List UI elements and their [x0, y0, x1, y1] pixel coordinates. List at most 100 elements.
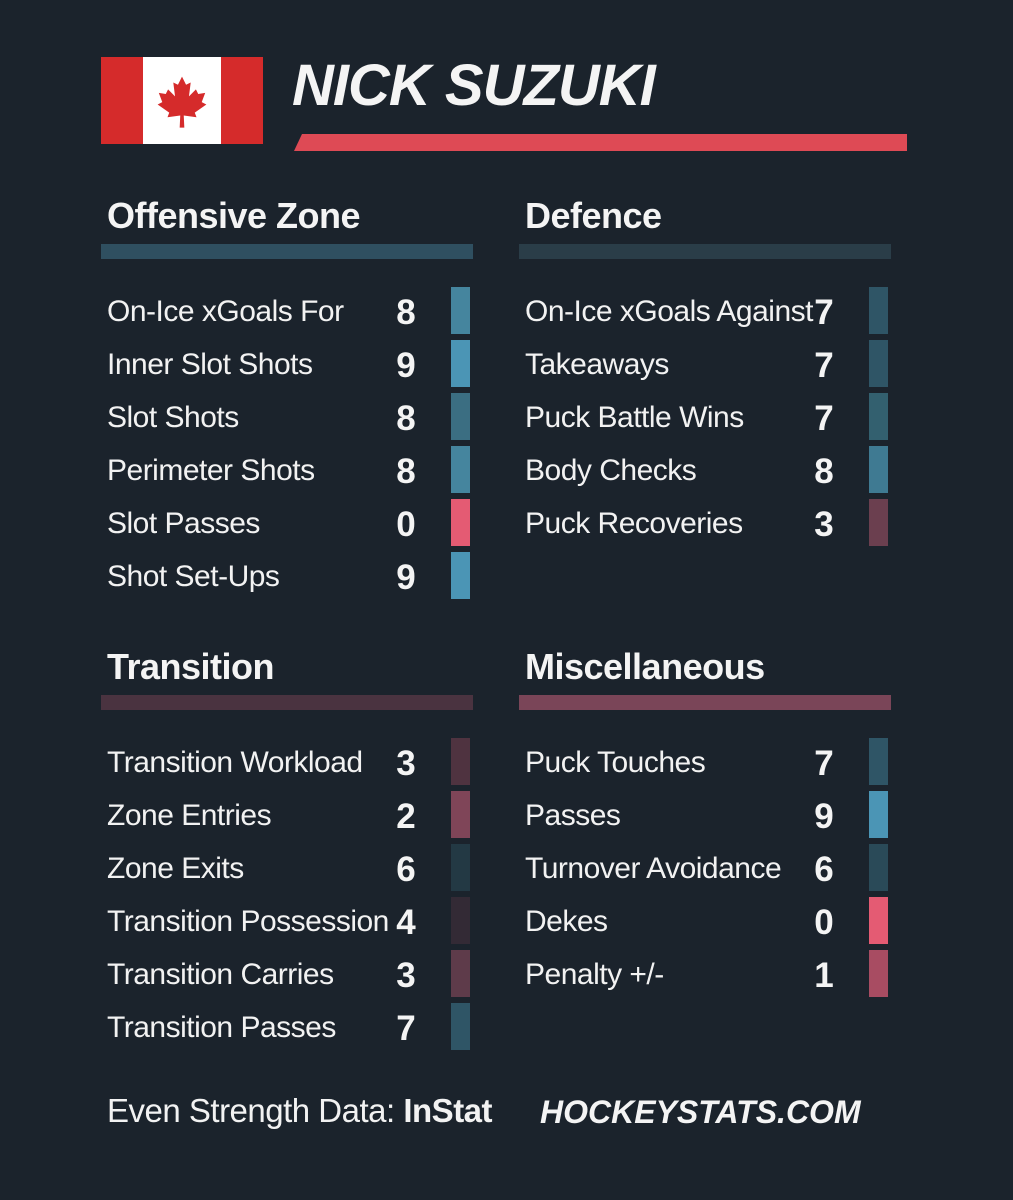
rating-swatch [869, 340, 888, 387]
stat-value: 3 [396, 956, 416, 995]
stat-row: On-Ice xGoals For 8 [101, 287, 473, 340]
stat-row: Shot Set-Ups 9 [101, 552, 473, 605]
site-logo-text: HOCKEYSTATS.COM [540, 1094, 861, 1130]
stat-label: Puck Battle Wins [525, 401, 744, 434]
rating-swatch [869, 844, 888, 891]
section-title: Defence [525, 195, 662, 236]
stat-label: Inner Slot Shots [107, 348, 313, 381]
stat-label: Transition Carries [107, 958, 334, 991]
stat-row: Transition Possession 4 [101, 897, 473, 950]
stat-label: Takeaways [525, 348, 669, 381]
stat-value: 3 [814, 505, 834, 544]
stat-value: 8 [814, 452, 834, 491]
data-source-credit: Even Strength Data: InStat [107, 1092, 493, 1130]
stat-value: 9 [396, 346, 416, 385]
stat-label: On-Ice xGoals For [107, 295, 344, 328]
stat-label: Transition Possession [107, 905, 389, 938]
stat-label: Passes [525, 799, 621, 832]
title-underline [294, 134, 907, 151]
stat-value: 9 [814, 797, 834, 836]
stat-row: Body Checks 8 [519, 446, 891, 499]
stat-row: Penalty +/- 1 [519, 950, 891, 1003]
stat-label: Dekes [525, 905, 608, 938]
stat-label: Perimeter Shots [107, 454, 315, 487]
stat-row: Puck Recoveries 3 [519, 499, 891, 552]
rating-swatch [451, 1003, 470, 1050]
stat-list: Puck Touches 7 Passes 9 Turnover Avoidance 6 D… [519, 738, 891, 1003]
stat-label: On-Ice xGoals Against [525, 295, 813, 328]
stat-value: 7 [814, 744, 834, 783]
stat-value: 4 [396, 903, 416, 942]
rating-swatch [451, 791, 470, 838]
defence-section: Defence On-Ice xGoals Against 7 Takeaways 7… [519, 196, 891, 552]
rating-swatch [869, 738, 888, 785]
stat-row: Puck Touches 7 [519, 738, 891, 791]
stat-value: 7 [396, 1009, 416, 1048]
stat-row: Perimeter Shots 8 [101, 446, 473, 499]
stat-row: Zone Exits 6 [101, 844, 473, 897]
rating-swatch [451, 950, 470, 997]
stat-list: On-Ice xGoals For 8 Inner Slot Shots 9 Slot … [101, 287, 473, 605]
stat-row: Slot Passes 0 [101, 499, 473, 552]
section-title: Transition [107, 646, 275, 687]
stat-value: 8 [396, 399, 416, 438]
stat-row: Dekes 0 [519, 897, 891, 950]
stat-label: Transition Passes [107, 1011, 336, 1044]
rating-swatch [869, 446, 888, 493]
rating-swatch [451, 552, 470, 599]
stat-value: 8 [396, 452, 416, 491]
stat-row: Zone Entries 2 [101, 791, 473, 844]
stat-list: Transition Workload 3 Zone Entries 2 Zone Ex… [101, 738, 473, 1056]
stat-row: Turnover Avoidance 6 [519, 844, 891, 897]
rating-swatch [869, 393, 888, 440]
rating-swatch [451, 340, 470, 387]
stat-row: Takeaways 7 [519, 340, 891, 393]
stat-label: Zone Entries [107, 799, 272, 832]
stat-label: Puck Touches [525, 746, 706, 779]
stat-value: 7 [814, 399, 834, 438]
rating-swatch [451, 844, 470, 891]
stat-value: 2 [396, 797, 416, 836]
stat-label: Zone Exits [107, 852, 244, 885]
stat-row: Transition Carries 3 [101, 950, 473, 1003]
rating-swatch [869, 499, 888, 546]
miscellaneous-section: Miscellaneous Puck Touches 7 Passes 9 Turnov… [519, 647, 891, 1003]
stat-row: Transition Workload 3 [101, 738, 473, 791]
stat-value: 7 [814, 346, 834, 385]
stat-label: Body Checks [525, 454, 697, 487]
rating-swatch [451, 287, 470, 334]
data-source-name: InStat [403, 1092, 493, 1129]
section-bar [101, 695, 473, 710]
section-bar [519, 244, 891, 259]
stat-value: 9 [396, 558, 416, 597]
stat-label: Turnover Avoidance [525, 852, 782, 885]
rating-swatch [451, 499, 470, 546]
transition-section: Transition Transition Workload 3 Zone Entr… [101, 647, 473, 1056]
section-title: Offensive Zone [107, 195, 361, 236]
player-name: NICK SUZUKI [292, 53, 656, 118]
section-title: Miscellaneous [525, 646, 765, 687]
stat-value: 0 [396, 505, 416, 544]
stat-row: On-Ice xGoals Against 7 [519, 287, 891, 340]
canada-flag-icon [101, 57, 263, 144]
stat-label: Slot Passes [107, 507, 260, 540]
rating-swatch [451, 738, 470, 785]
stat-label: Puck Recoveries [525, 507, 743, 540]
stat-value: 7 [814, 293, 834, 332]
data-source-label: Even Strength Data: [107, 1092, 395, 1129]
rating-swatch [451, 393, 470, 440]
stat-row: Transition Passes 7 [101, 1003, 473, 1056]
stat-value: 6 [396, 850, 416, 889]
stat-row: Slot Shots 8 [101, 393, 473, 446]
rating-swatch [869, 287, 888, 334]
stat-row: Passes 9 [519, 791, 891, 844]
stat-value: 3 [396, 744, 416, 783]
section-bar [101, 244, 473, 259]
rating-swatch [869, 791, 888, 838]
stat-list: On-Ice xGoals Against 7 Takeaways 7 Puck Bat… [519, 287, 891, 552]
maple-leaf-icon [157, 76, 207, 128]
stat-label: Penalty +/- [525, 958, 664, 991]
stat-row: Puck Battle Wins 7 [519, 393, 891, 446]
section-bar [519, 695, 891, 710]
stat-value: 6 [814, 850, 834, 889]
